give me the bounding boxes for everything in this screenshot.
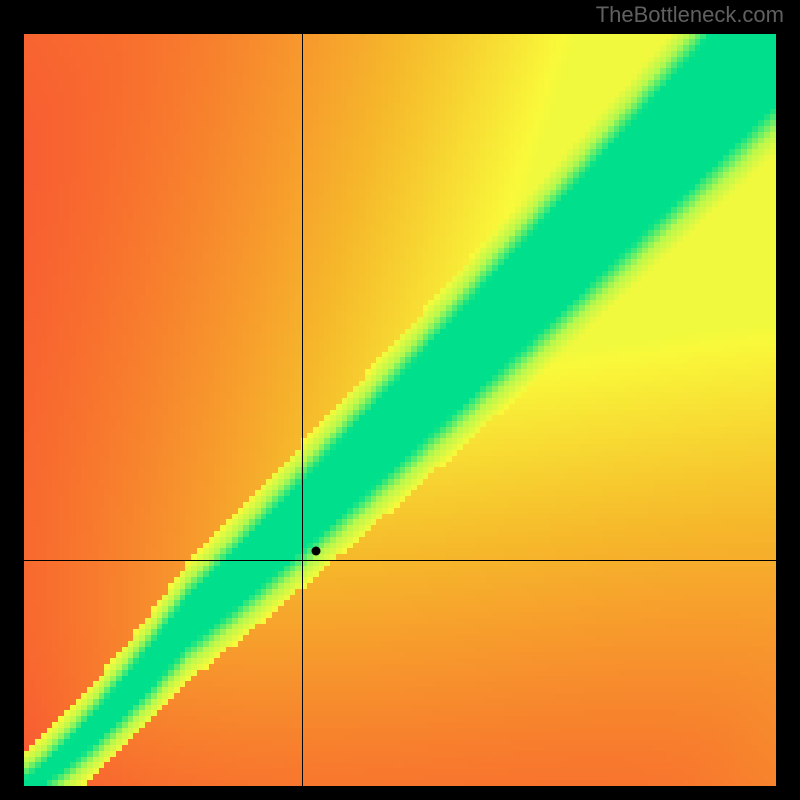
watermark-text: TheBottleneck.com — [596, 2, 784, 28]
crosshair-vertical — [302, 34, 303, 786]
crosshair-horizontal — [24, 560, 776, 561]
bottleneck-heatmap — [24, 34, 776, 786]
heatmap-canvas — [24, 34, 776, 786]
marker-dot — [311, 547, 320, 556]
